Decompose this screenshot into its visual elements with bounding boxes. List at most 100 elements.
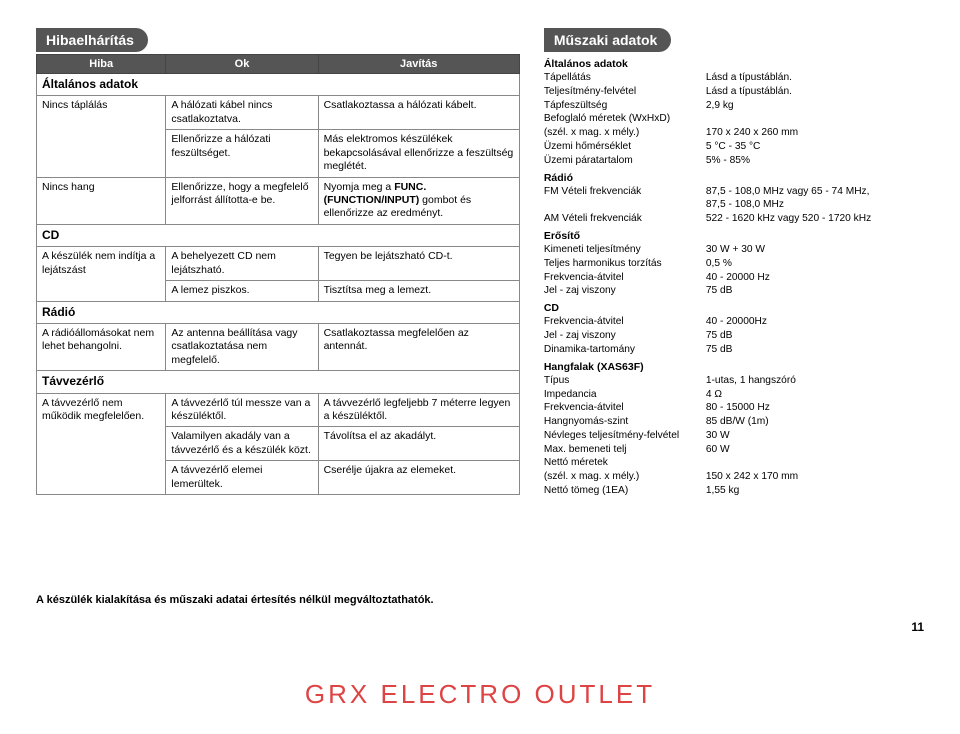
specs-value: 170 x 240 x 260 mm [706, 126, 924, 140]
trouble-header: Hiba [37, 55, 166, 74]
specs-value [706, 456, 924, 470]
specs-row: Nettó tömeg (1EA)1,55 kg [544, 484, 924, 498]
specs-value: 75 dB [706, 284, 924, 298]
specs-value: 0,5 % [706, 257, 924, 271]
trouble-cause: Az antenna beállítása vagy csatlakoztatá… [166, 323, 318, 370]
specs-label: Teljes harmonikus torzítás [544, 257, 706, 271]
trouble-cause: A távvezérlő túl messze van a készüléktő… [166, 393, 318, 427]
specs-value: 40 - 20000 Hz [706, 271, 924, 285]
specs-value: 5% - 85% [706, 154, 924, 168]
troubleshoot-title: Hibaelhárítás [36, 28, 148, 52]
trouble-problem: Nincs hang [37, 177, 166, 224]
specs-value: 30 W [706, 429, 924, 443]
specs-value: 522 - 1620 kHz vagy 520 - 1720 kHz [706, 212, 924, 226]
trouble-fix: Csatlakoztassa a hálózati kábelt. [318, 96, 519, 130]
specs-label: Típus [544, 374, 706, 388]
specs-row: Névleges teljesítmény-felvétel30 W [544, 429, 924, 443]
specs-row: Impedancia4 Ω [544, 388, 924, 402]
specs-label: Teljesítmény-felvétel [544, 85, 706, 99]
trouble-subheading: Távvezérlő [37, 371, 520, 393]
trouble-cause: A lemez piszkos. [166, 281, 318, 301]
specs-row: (szél. x mag. x mély.)170 x 240 x 260 mm [544, 126, 924, 140]
trouble-subheading: Rádió [37, 301, 520, 323]
specs-body: Általános adatokTápellátásLásd a típustá… [544, 57, 924, 498]
specs-row: Teljes harmonikus torzítás0,5 % [544, 257, 924, 271]
specs-value: 40 - 20000Hz [706, 315, 924, 329]
specs-value: 1-utas, 1 hangszóró [706, 374, 924, 388]
specs-value: 60 W [706, 443, 924, 457]
specs-label: Kimeneti teljesítmény [544, 243, 706, 257]
trouble-subheading: CD [37, 224, 520, 246]
specs-value: Lásd a típustáblán. [706, 71, 924, 85]
specs-row: Tápfeszültség2,9 kg [544, 99, 924, 113]
specs-row: Befoglaló méretek (WxHxD) [544, 112, 924, 126]
specs-label: Nettó méretek [544, 456, 706, 470]
trouble-cause: A távvezérlő elemei lemerültek. [166, 461, 318, 495]
specs-label: Max. bemeneti telj [544, 443, 706, 457]
specs-value: 30 W + 30 W [706, 243, 924, 257]
specs-group-title: Rádió [544, 171, 924, 185]
specs-label: Frekvencia-átvitel [544, 401, 706, 415]
trouble-fix: A távvezérlő legfeljebb 7 méterre legyen… [318, 393, 519, 427]
trouble-cause: A hálózati kábel nincs csatlakoztatva. [166, 96, 318, 130]
trouble-subheading: Általános adatok [37, 74, 520, 96]
specs-label: (szél. x mag. x mély.) [544, 126, 706, 140]
specs-label: Névleges teljesítmény-felvétel [544, 429, 706, 443]
trouble-header: Javítás [318, 55, 519, 74]
specs-row: Frekvencia-átvitel40 - 20000Hz [544, 315, 924, 329]
trouble-fix: Nyomja meg a FUNC. (FUNCTION/INPUT) gomb… [318, 177, 519, 224]
specs-row: TápellátásLásd a típustáblán. [544, 71, 924, 85]
specs-group-title: Hangfalak (XAS63F) [544, 360, 924, 374]
specs-value: 87,5 - 108,0 MHz [706, 198, 924, 212]
specs-row: AM Vételi frekvenciák522 - 1620 kHz vagy… [544, 212, 924, 226]
specs-row: (szél. x mag. x mély.)150 x 242 x 170 mm [544, 470, 924, 484]
trouble-fix: Csatlakoztassa megfelelően az antennát. [318, 323, 519, 370]
trouble-fix: Tisztítsa meg a lemezt. [318, 281, 519, 301]
specs-label: Dinamika-tartomány [544, 343, 706, 357]
specs-row: Típus1-utas, 1 hangszóró [544, 374, 924, 388]
specs-value: 75 dB [706, 343, 924, 357]
specs-value: 5 °C - 35 °C [706, 140, 924, 154]
specs-row: Teljesítmény-felvételLásd a típustáblán. [544, 85, 924, 99]
specs-label: Tápellátás [544, 71, 706, 85]
specs-group-title: Erősítő [544, 229, 924, 243]
specs-row: Üzemi páratartalom5% - 85% [544, 154, 924, 168]
specs-label [544, 198, 706, 212]
trouble-header: Ok [166, 55, 318, 74]
specs-label: Befoglaló méretek (WxHxD) [544, 112, 706, 126]
trouble-problem: Nincs táplálás [37, 96, 166, 177]
specs-value: 4 Ω [706, 388, 924, 402]
trouble-problem: A rádióállomásokat nem lehet behangolni. [37, 323, 166, 370]
specs-title: Műszaki adatok [544, 28, 671, 52]
specs-row: Hangnyomás-szint85 dB/W (1m) [544, 415, 924, 429]
specs-label: Jel - zaj viszony [544, 329, 706, 343]
trouble-cause: Ellenőrizze, hogy a megfelelő jelforrást… [166, 177, 318, 224]
specs-value: Lásd a típustáblán. [706, 85, 924, 99]
specs-label: Üzemi hőmérséklet [544, 140, 706, 154]
specs-label: (szél. x mag. x mély.) [544, 470, 706, 484]
troubleshooting-column: Hibaelhárítás HibaOkJavításÁltalános ada… [36, 28, 520, 498]
specs-value: 2,9 kg [706, 99, 924, 113]
specs-value: 80 - 15000 Hz [706, 401, 924, 415]
specs-row: Jel - zaj viszony75 dB [544, 284, 924, 298]
specs-row: Kimeneti teljesítmény30 W + 30 W [544, 243, 924, 257]
brand-watermark: GRX ELECTRO OUTLET [0, 679, 960, 710]
footnote-text: A készülék kialakítása és műszaki adatai… [36, 594, 434, 606]
specs-group-title: Általános adatok [544, 57, 924, 71]
specs-label: Üzemi páratartalom [544, 154, 706, 168]
trouble-fix: Más elektromos készülékek bekapcsolásáva… [318, 130, 519, 177]
specs-row: Frekvencia-átvitel80 - 15000 Hz [544, 401, 924, 415]
specs-value: 1,55 kg [706, 484, 924, 498]
specs-row: Jel - zaj viszony75 dB [544, 329, 924, 343]
trouble-problem: A távvezérlő nem működik megfelelően. [37, 393, 166, 495]
specs-label: Hangnyomás-szint [544, 415, 706, 429]
specs-value: 85 dB/W (1m) [706, 415, 924, 429]
specs-row: Dinamika-tartomány75 dB [544, 343, 924, 357]
specs-row: Max. bemeneti telj60 W [544, 443, 924, 457]
specs-column: Műszaki adatok Általános adatokTápellátá… [544, 28, 924, 498]
specs-label: Jel - zaj viszony [544, 284, 706, 298]
specs-label: Frekvencia-átvitel [544, 315, 706, 329]
trouble-problem: A készülék nem indítja a lejátszást [37, 247, 166, 301]
specs-label: FM Vételi frekvenciák [544, 185, 706, 199]
trouble-table: HibaOkJavításÁltalános adatokNincs táplá… [36, 54, 520, 495]
